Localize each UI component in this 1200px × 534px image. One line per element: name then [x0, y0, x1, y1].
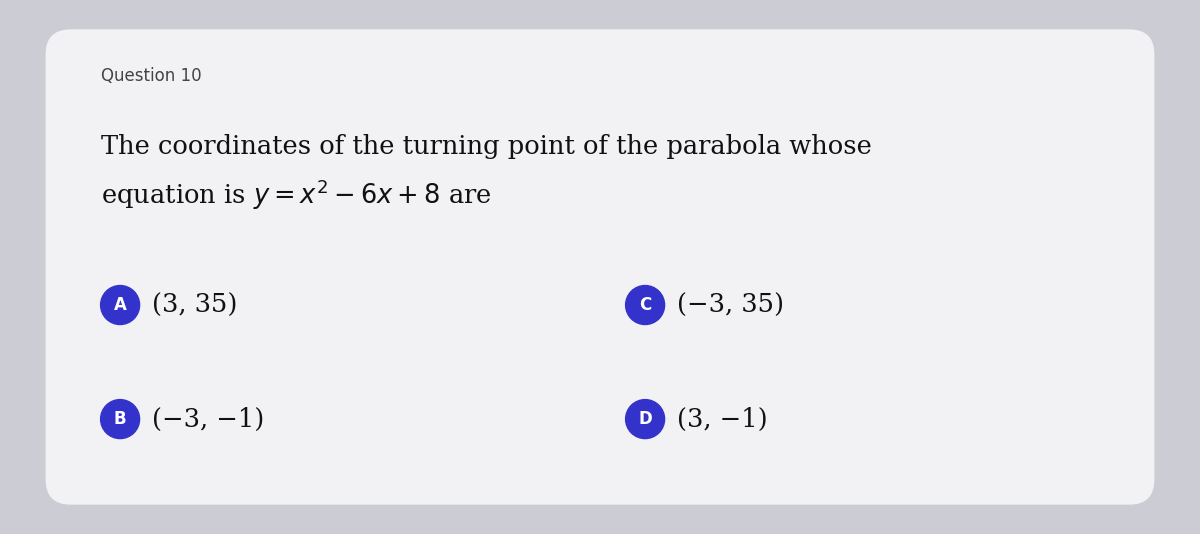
Text: D: D [638, 410, 652, 428]
Text: (−3, 35): (−3, 35) [677, 293, 784, 318]
Text: Question 10: Question 10 [101, 67, 202, 85]
Text: (3, 35): (3, 35) [151, 293, 236, 318]
Text: A: A [114, 296, 126, 314]
Text: equation is $y = x^2 - 6x + 8$ are: equation is $y = x^2 - 6x + 8$ are [101, 177, 491, 212]
Circle shape [101, 286, 139, 325]
Text: (−3, −1): (−3, −1) [151, 406, 264, 431]
Text: C: C [638, 296, 652, 314]
Text: The coordinates of the turning point of the parabola whose: The coordinates of the turning point of … [101, 135, 871, 159]
Circle shape [101, 399, 139, 438]
Circle shape [625, 399, 665, 438]
Text: (3, −1): (3, −1) [677, 406, 767, 431]
Circle shape [625, 286, 665, 325]
FancyBboxPatch shape [46, 29, 1154, 505]
Text: B: B [114, 410, 126, 428]
